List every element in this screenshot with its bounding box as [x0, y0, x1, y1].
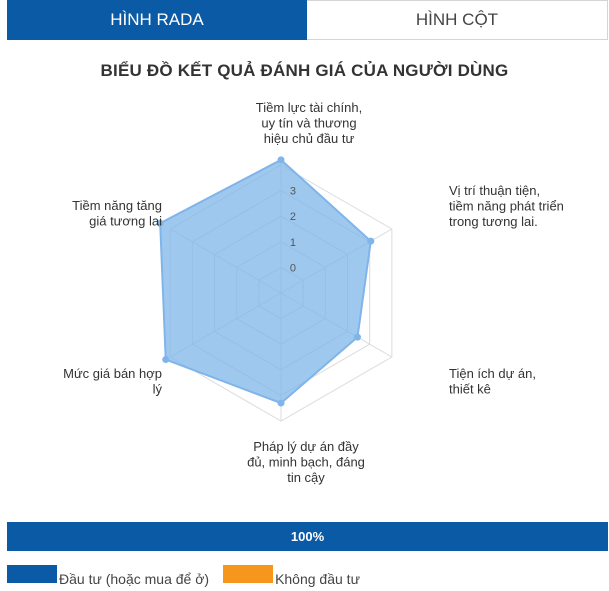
legend: Đầu tư (hoặc mua để ở) Không đầu tư	[7, 565, 374, 587]
data-point	[277, 399, 285, 407]
legend-swatch-invest	[7, 565, 57, 583]
chart-type-tabs: HÌNH RADA HÌNH CỘT	[7, 0, 608, 40]
data-point	[353, 333, 361, 341]
data-point	[156, 219, 164, 227]
data-point	[277, 156, 285, 164]
axis-label: Tiềm năng tăng giá tương lai	[72, 198, 162, 229]
legend-item-not-invest[interactable]: Không đầu tư	[223, 565, 360, 587]
share-bar: 100%	[7, 522, 608, 551]
chart-title: BIỂU ĐỒ KẾT QUẢ ĐÁNH GIÁ CỦA NGƯỜI DÙNG	[100, 61, 509, 80]
tab-radar[interactable]: HÌNH RADA	[7, 0, 307, 40]
share-bar-fill: 100%	[7, 522, 608, 551]
legend-item-invest[interactable]: Đầu tư (hoặc mua để ở)	[7, 565, 209, 587]
series-area	[159, 158, 372, 405]
axis-label: Tiềm lực tài chính, uy tín và thương hiệu …	[256, 100, 362, 146]
axis-label: Mức giá bán hợp lý	[63, 366, 162, 397]
axis-label: Tiện ích dự án, thiết kê	[449, 366, 536, 397]
tick-label: 0	[290, 262, 296, 274]
share-bar-label: 100%	[290, 529, 325, 544]
legend-label-not-invest: Không đầu tư	[275, 571, 360, 587]
legend-swatch-not-invest	[223, 565, 274, 583]
legend-label-invest: Đầu tư (hoặc mua để ở)	[59, 571, 210, 587]
radar-chart: 0 1 2 3 Tiềm lực tài chính, uy tín và thương h…	[63, 100, 564, 485]
tick-label: 3	[290, 186, 296, 198]
data-point	[367, 237, 375, 245]
axis-label: Pháp lý dự án đầy đủ, minh bạch, đáng tin …	[247, 439, 365, 485]
axis-label: Vị trí thuận tiện, tiềm năng phát triển tr…	[449, 183, 564, 229]
tick-label: 1	[290, 237, 296, 249]
tab-column[interactable]: HÌNH CỘT	[307, 0, 608, 40]
data-point	[162, 356, 170, 364]
tick-label: 2	[290, 211, 296, 223]
